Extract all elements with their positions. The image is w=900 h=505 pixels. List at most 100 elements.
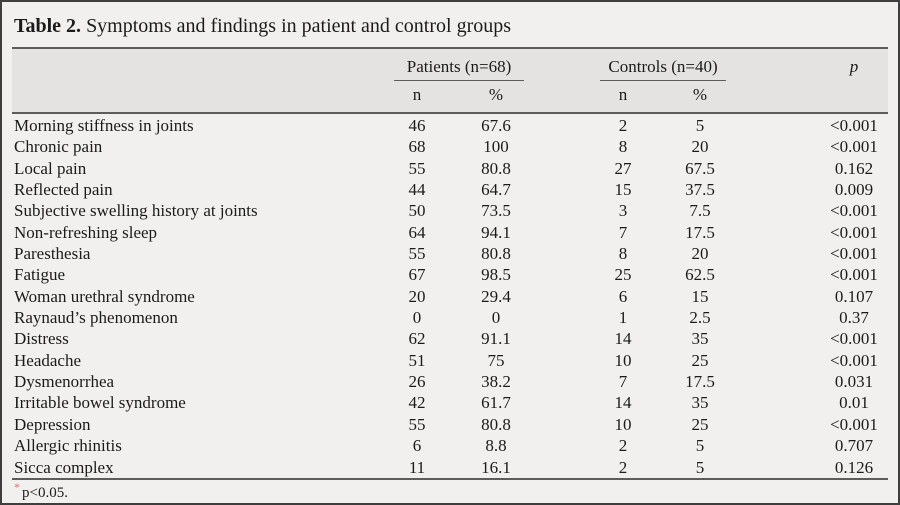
spacer-cell — [740, 392, 820, 413]
p-value: 0.107 — [834, 286, 874, 306]
patients-pct-value: 16.1 — [481, 457, 511, 477]
table-row: Headache 51 75 10 25 <0.001 — [12, 350, 888, 371]
p-value: <0.001 — [830, 265, 878, 285]
controls-n-value: 15 — [614, 180, 632, 200]
controls-pct-value: 5 — [695, 116, 705, 135]
header-patients-n: n — [380, 81, 454, 114]
symptom-label: Dysmenorrhea — [14, 372, 115, 392]
table-container: Patients (n=68) Controls (n=40) p n % n … — [12, 47, 889, 480]
header-controls-pct: % — [660, 81, 741, 114]
patients-n-value: 51 — [408, 350, 426, 370]
symptom-label: Raynaud’s phenomenon — [14, 308, 178, 328]
p-value: <0.001 — [830, 350, 878, 370]
header-controls-n: n — [586, 81, 660, 114]
patients-n-value: 46 — [408, 116, 426, 135]
patients-n-value: 6 — [412, 436, 422, 456]
patients-n-value: 68 — [408, 137, 426, 157]
table-row: Subjective swelling history at joints 50… — [12, 200, 888, 221]
table-row: Depression 55 80.8 10 25 <0.001 — [12, 414, 888, 435]
p-value: <0.001 — [830, 116, 878, 135]
patients-n-value: 64 — [408, 222, 426, 242]
controls-n-value: 7 — [618, 372, 628, 392]
spacer-cell — [740, 243, 820, 264]
symptom-label: Fatigue — [14, 265, 65, 285]
spacer-cell — [740, 200, 820, 221]
p-value: <0.001 — [830, 201, 878, 221]
p-value: 0.031 — [834, 372, 874, 392]
spacer-cell — [740, 222, 820, 243]
table-row: Morning stiffness in joints 46 67.6 2 5 … — [12, 113, 888, 136]
table-title: Table 2. Symptoms and findings in patien… — [2, 2, 898, 47]
spacer-cell — [538, 264, 586, 285]
header-blank-cell — [12, 48, 380, 114]
spacer-cell — [740, 457, 820, 479]
table-row: Raynaud’s phenomenon 0 0 1 2.5 0.37 — [12, 307, 888, 328]
symptom-label: Headache — [14, 350, 82, 370]
p-value: 0.162 — [834, 158, 874, 178]
spacer-cell — [740, 286, 820, 307]
patients-n-value: 26 — [408, 372, 426, 392]
controls-n-value: 6 — [618, 286, 628, 306]
table-row: Irritable bowel syndrome 42 61.7 14 35 0… — [12, 392, 888, 413]
p-value: <0.001 — [830, 244, 878, 264]
patients-n-value: 11 — [408, 457, 426, 477]
patients-n-value: 67 — [408, 265, 426, 285]
controls-pct-value: 17.5 — [685, 372, 715, 392]
symptom-label: Depression — [14, 414, 91, 434]
spacer-cell — [740, 350, 820, 371]
patients-pct-value: 67.6 — [481, 116, 511, 135]
table-header: Patients (n=68) Controls (n=40) p n % n … — [12, 48, 889, 114]
spacer-cell — [740, 435, 820, 456]
controls-pct-value: 17.5 — [685, 222, 715, 242]
spacer-cell — [538, 392, 586, 413]
table-row: Allergic rhinitis 6 8.8 2 5 0.707 — [12, 435, 888, 456]
p-value: 0.707 — [834, 436, 874, 456]
table-row: Woman urethral syndrome 20 29.4 6 15 0.1… — [12, 286, 888, 307]
spacer-cell — [538, 457, 586, 479]
patients-pct-value: 100 — [483, 137, 509, 157]
p-value: <0.001 — [830, 329, 878, 349]
patients-pct-value: 29.4 — [481, 286, 511, 306]
patients-pct-value: 73.5 — [481, 201, 511, 221]
controls-pct-value: 67.5 — [685, 158, 715, 178]
table-row: Non-refreshing sleep 64 94.1 7 17.5 <0.0… — [12, 222, 888, 243]
symptom-label: Paresthesia — [14, 244, 91, 264]
spacer-cell — [740, 264, 820, 285]
controls-n-value: 7 — [618, 222, 628, 242]
patients-n-value: 55 — [408, 158, 426, 178]
table-row: Dysmenorrhea 26 38.2 7 17.5 0.031 — [12, 371, 888, 392]
symptom-label: Irritable bowel syndrome — [14, 393, 186, 413]
spacer-cell — [538, 435, 586, 456]
p-value: 0.37 — [839, 308, 869, 328]
header-spacer-1 — [538, 48, 586, 114]
controls-n-value: 8 — [618, 244, 628, 264]
spacer-cell — [740, 371, 820, 392]
controls-pct-value: 25 — [691, 414, 709, 434]
table-row: Reflected pain 44 64.7 15 37.5 0.009 — [12, 179, 888, 200]
controls-pct-value: 62.5 — [685, 265, 715, 285]
spacer-cell — [740, 307, 820, 328]
patients-pct-value: 94.1 — [481, 222, 511, 242]
p-value: 0.01 — [839, 393, 869, 413]
table-row: Fatigue 67 98.5 25 62.5 <0.001 — [12, 264, 888, 285]
p-value: <0.001 — [830, 414, 878, 434]
header-group-patients: Patients (n=68) — [380, 48, 538, 81]
spacer-cell — [538, 113, 586, 136]
controls-pct-value: 35 — [691, 329, 709, 349]
table-row: Paresthesia 55 80.8 8 20 <0.001 — [12, 243, 888, 264]
controls-n-value: 14 — [614, 329, 632, 349]
spacer-cell — [538, 414, 586, 435]
controls-n-value: 3 — [618, 201, 628, 221]
spacer-cell — [538, 179, 586, 200]
controls-pct-value: 5 — [695, 457, 705, 477]
spacer-cell — [538, 350, 586, 371]
patients-n-value: 20 — [408, 286, 426, 306]
controls-pct-value: 20 — [691, 244, 709, 264]
symptom-label: Chronic pain — [14, 137, 103, 157]
table-row: Sicca complex 11 16.1 2 5 0.126 — [12, 457, 888, 479]
controls-n-value: 1 — [618, 308, 628, 328]
patients-n-value: 0 — [412, 308, 422, 328]
controls-n-value: 25 — [614, 265, 632, 285]
table-row: Chronic pain 68 100 8 20 <0.001 — [12, 136, 888, 157]
